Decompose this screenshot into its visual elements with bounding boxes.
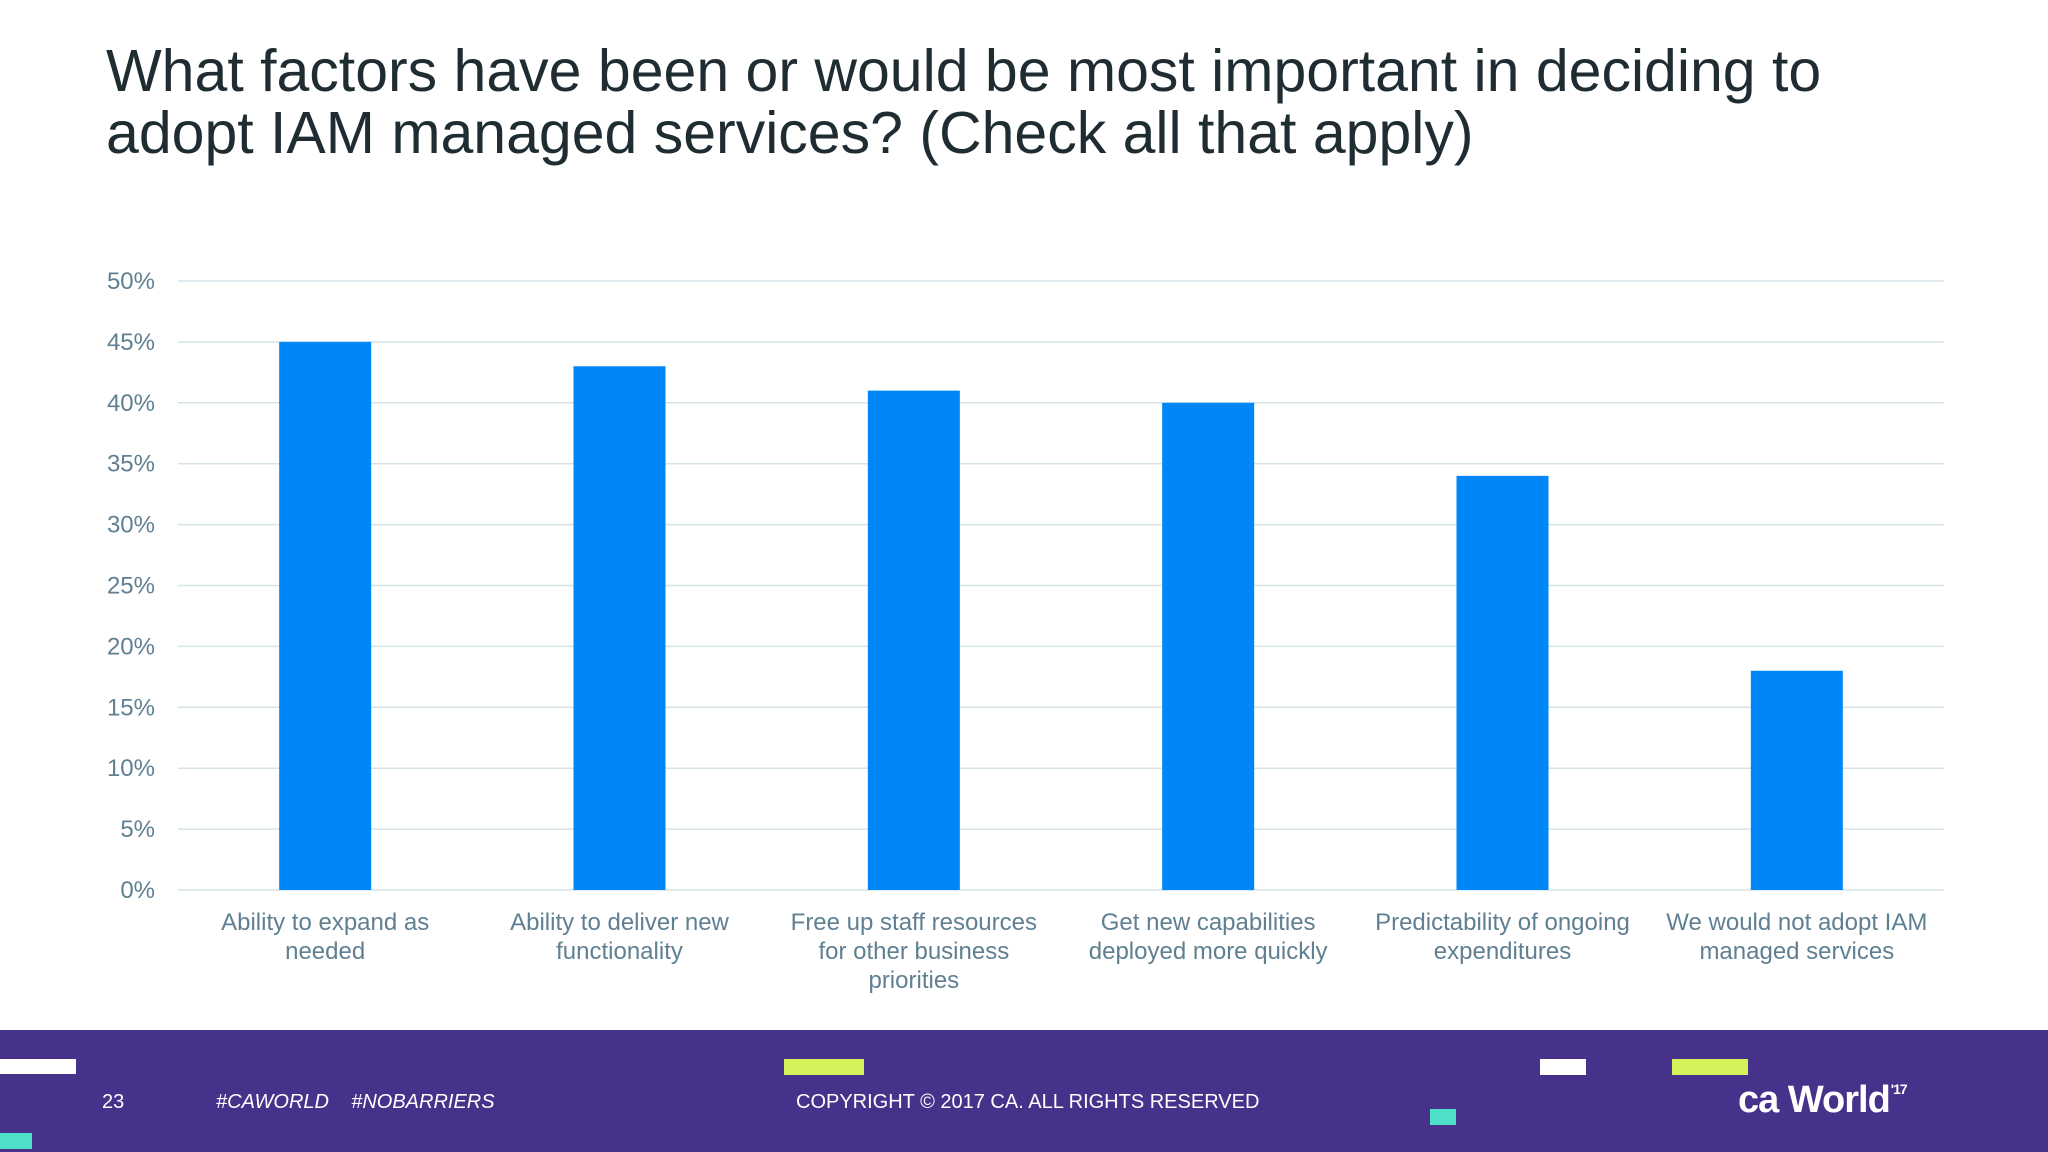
y-tick-label: 50%: [107, 268, 155, 295]
slide-title: What factors have been or would be most …: [106, 40, 1906, 164]
x-tick-label: Ability to deliver new functionality: [510, 909, 729, 965]
x-tick-label: Ability to expand as needed: [221, 909, 429, 965]
chart-bars: [279, 341, 1843, 890]
footer-accent-white-left: [0, 1059, 76, 1074]
y-tick-label: 30%: [107, 512, 155, 539]
footer-accent-green-center: [784, 1059, 864, 1075]
page-number: 23: [102, 1091, 125, 1113]
bar-chart: 0% 5% 10% 15% 20% 25% 30% 35% 40% 45% 50% Ability …: [107, 268, 1944, 994]
bar: [1162, 402, 1255, 890]
bar: [279, 341, 372, 890]
footer-accent-white-right: [1540, 1059, 1586, 1075]
y-axis-ticks: 0% 5% 10% 15% 20% 25% 30% 35% 40% 45% 50%: [107, 268, 155, 904]
y-tick-label: 5%: [120, 816, 155, 843]
y-tick-label: 45%: [107, 329, 155, 356]
footer-accent-green-right: [1672, 1059, 1748, 1075]
x-tick-label: Free up staff resources for other busines…: [791, 909, 1037, 994]
footer-accent-teal-center: [1430, 1109, 1456, 1125]
bar: [573, 366, 666, 890]
ca-world-logo: ca World'17: [1738, 1079, 1908, 1122]
footer-hashtags: #CAWORLD #NOBARRIERS: [216, 1091, 495, 1113]
x-tick-label: Get new capabilities deployed more quickl…: [1089, 909, 1328, 965]
x-tick-label: Predictability of ongoing expenditures: [1375, 909, 1630, 965]
y-tick-label: 40%: [107, 390, 155, 417]
x-tick-label: We would not adopt IAM managed services: [1666, 909, 1927, 965]
bar: [1750, 670, 1843, 890]
footer-accent-teal-left: [0, 1133, 32, 1149]
y-tick-label: 25%: [107, 573, 155, 600]
y-tick-label: 0%: [120, 877, 155, 904]
slide-title-line-1: What factors have been or would be most …: [106, 38, 1822, 104]
logo-year: '17: [1890, 1081, 1908, 1097]
y-tick-label: 15%: [107, 694, 155, 721]
x-axis-labels: Ability to expand as needed Ability to del…: [221, 909, 1927, 994]
y-tick-label: 35%: [107, 451, 155, 478]
y-tick-label: 10%: [107, 755, 155, 782]
logo-text: ca World: [1738, 1079, 1891, 1121]
slide-title-line-2: adopt IAM managed services? (Check all t…: [106, 100, 1474, 166]
y-tick-label: 20%: [107, 633, 155, 660]
bar: [1456, 475, 1549, 890]
footer-copyright: COPYRIGHT © 2017 CA. ALL RIGHTS RESERVED: [796, 1091, 1260, 1113]
chart-gridlines: [178, 280, 1944, 891]
slide-footer: [0, 1030, 2048, 1152]
bar: [867, 390, 960, 890]
